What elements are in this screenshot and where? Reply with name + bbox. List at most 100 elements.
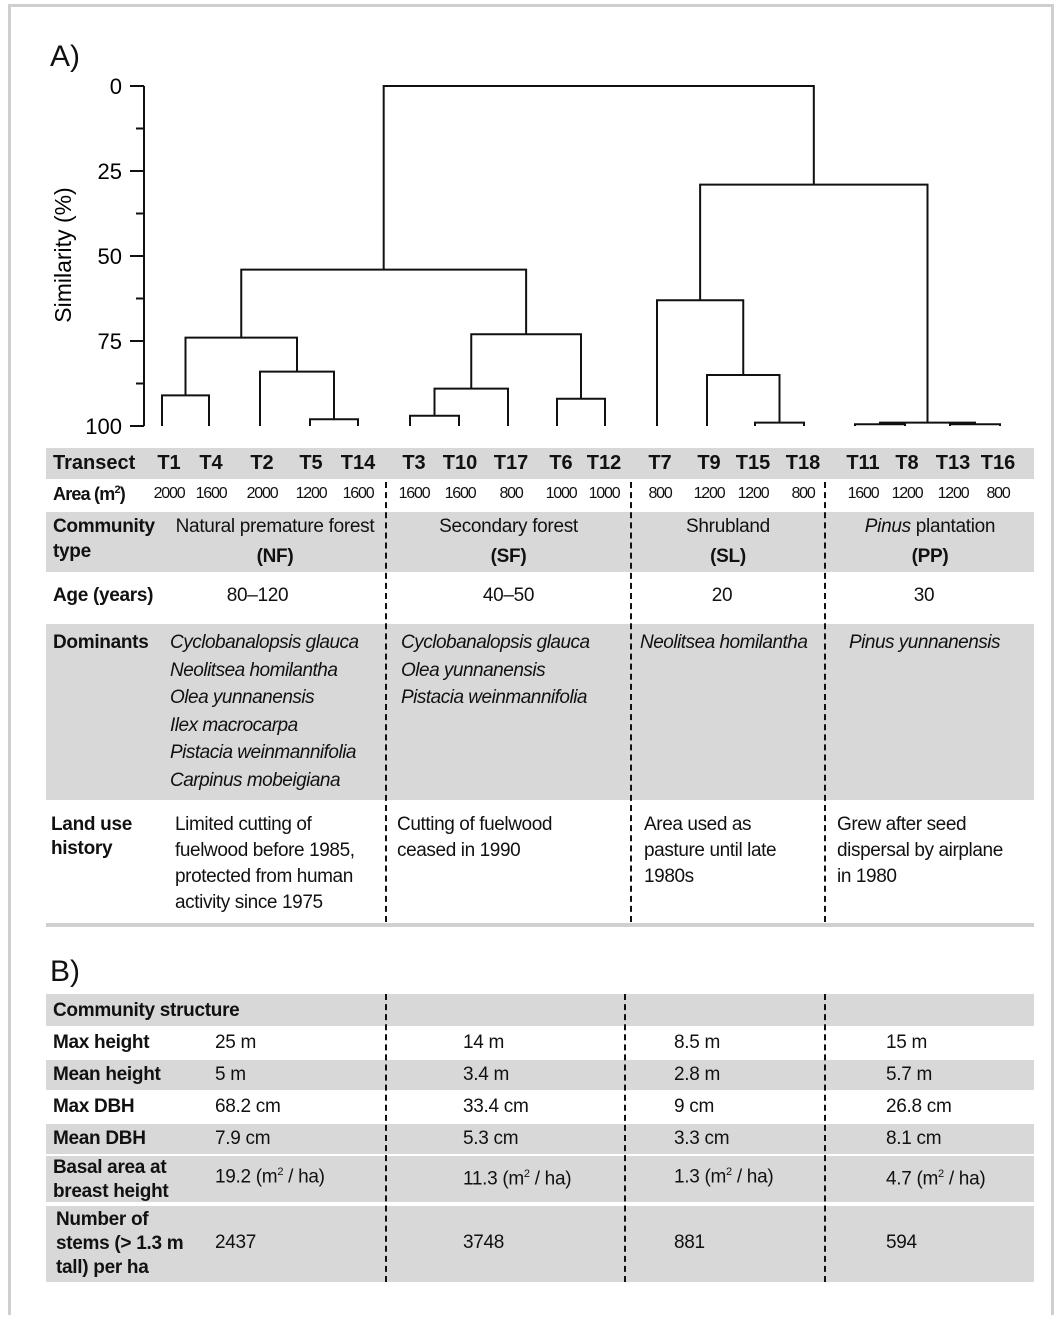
y-axis-label: Similarity (%): [50, 187, 76, 322]
dendrogram-link: [409, 414, 460, 426]
dendrogram-link: [556, 397, 606, 426]
basal-label-1: Basal area at: [53, 1157, 167, 1178]
transect-t1: T1: [157, 452, 181, 474]
panel-b-label: B): [50, 955, 80, 988]
dendrogram-link: [949, 423, 1001, 426]
community-abbr: (SF): [490, 546, 527, 567]
stems-value: 594: [886, 1232, 917, 1253]
divider-sl-pp-b: [824, 994, 826, 1282]
dominant-species: Ilex macrocarpa: [170, 714, 298, 736]
area-value: 1200: [737, 485, 770, 502]
landuse-row: Land use history: [46, 802, 1034, 922]
dendrogram-links: [161, 85, 1001, 426]
structure-value: 5.3 cm: [463, 1128, 519, 1149]
landuse-label-2: history: [51, 838, 113, 859]
transect-t12: T12: [586, 452, 622, 474]
age-value: 20: [711, 585, 733, 606]
transect-t4: T4: [199, 452, 223, 474]
dominant-species: Olea yunnanensis: [401, 659, 546, 681]
divider-nf-sf-b: [385, 994, 387, 1282]
basal-area-value: 19.2 (m2 / ha): [215, 1166, 325, 1188]
dominant-species: Pistacia weinmannifolia: [401, 687, 588, 708]
dendrogram-link: [754, 421, 805, 426]
stems-label-2: stems (> 1.3 m: [56, 1233, 184, 1254]
community-name: Pinus plantation: [864, 516, 996, 537]
structure-value: 7.9 cm: [215, 1128, 271, 1149]
basal-area-value: 4.7 (m2 / ha): [886, 1168, 986, 1190]
divider-sf-sl-b: [624, 994, 626, 1282]
stems-value: 881: [674, 1232, 705, 1253]
transect-t9: T9: [697, 452, 721, 474]
community-row: Community type: [46, 512, 1034, 572]
dominant-species: Neolitsea homilantha: [170, 659, 338, 681]
community-label-1: Community: [53, 516, 155, 537]
community-abbr: (SL): [710, 546, 746, 567]
structure-row-label: Mean DBH: [53, 1128, 146, 1149]
community-name: Secondary forest: [439, 516, 578, 537]
y-tick-label: 50: [98, 244, 122, 269]
area-label: Area (m2): [53, 484, 126, 504]
dendrogram-link: [184, 336, 298, 396]
landuse-line: activity since 1975: [175, 892, 323, 913]
structure-value: 9 cm: [674, 1096, 714, 1117]
transect-t13: T13: [935, 452, 971, 474]
age-value: 30: [913, 585, 935, 606]
dominant-species: Pistacia weinmannifolia: [170, 742, 357, 763]
age-value: 80–120: [226, 585, 289, 606]
community-structure-row: Community structure: [46, 994, 1034, 1026]
y-tick-label: 75: [98, 329, 122, 354]
area-value: 1600: [847, 485, 880, 502]
area-value: 1000: [588, 485, 621, 502]
transect-t18: T18: [785, 452, 821, 474]
basal-label-2: breast height: [53, 1181, 169, 1202]
dendrogram-link: [382, 85, 815, 270]
area-value: 2000: [246, 485, 279, 502]
community-structure-title: Community structure: [53, 1000, 240, 1021]
stems-value: 2437: [215, 1232, 257, 1253]
structure-value: 14 m: [463, 1032, 505, 1053]
dendrogram-link: [656, 299, 745, 426]
y-axis: 0 25 50 75 100: [85, 74, 145, 439]
area-value: 1200: [891, 485, 924, 502]
dendrogram-link: [259, 370, 335, 426]
landuse-line: pasture until late: [644, 840, 777, 861]
area-value: 800: [648, 485, 672, 502]
landuse-line: dispersal by airplane: [837, 840, 1003, 861]
transect-t7: T7: [648, 452, 672, 474]
structure-value: 26.8 cm: [886, 1096, 952, 1117]
transect-t6: T6: [549, 452, 573, 474]
divider-nf-sf-a: [385, 482, 387, 922]
dominant-species: Olea yunnanensis: [170, 687, 315, 708]
transect-t16: T16: [980, 452, 1016, 474]
structure-row-label: Max DBH: [53, 1096, 135, 1117]
basal-area-value: 11.3 (m2 / ha): [463, 1168, 572, 1190]
landuse-line: in 1980: [837, 866, 897, 887]
structure-value: 5 m: [215, 1064, 246, 1085]
structure-value: 25 m: [215, 1032, 257, 1053]
stems-label-1: Number of: [56, 1209, 149, 1230]
structure-value: 5.7 m: [886, 1064, 933, 1085]
landuse-line: fuelwood before 1985,: [175, 840, 355, 861]
area-value: 1200: [937, 485, 970, 502]
structure-value: 3.3 cm: [674, 1128, 730, 1149]
landuse-label-1: Land use: [51, 814, 133, 835]
basal-area-row: [46, 1156, 1034, 1202]
structure-value: 15 m: [886, 1032, 928, 1053]
community-abbr: (NF): [256, 546, 294, 567]
structure-row: [46, 1060, 1034, 1090]
structure-value: 8.5 m: [674, 1032, 721, 1053]
area-value: 800: [791, 485, 815, 502]
dendrogram-link: [161, 394, 210, 426]
transect-row: Transect: [46, 448, 1034, 479]
community-name: Shrubland: [686, 516, 770, 537]
age-label: Age (years): [53, 585, 154, 606]
stems-value: 3748: [463, 1232, 505, 1253]
transect-t8: T8: [895, 452, 919, 474]
y-tick-label: 100: [85, 414, 122, 439]
transect-t5: T5: [299, 452, 323, 474]
age-value: 40–50: [482, 585, 535, 606]
structure-row-label: Max height: [53, 1032, 150, 1053]
area-value: 1600: [398, 485, 431, 502]
landuse-line: Grew after seed: [837, 814, 967, 835]
landuse-line: protected from human: [175, 866, 353, 887]
